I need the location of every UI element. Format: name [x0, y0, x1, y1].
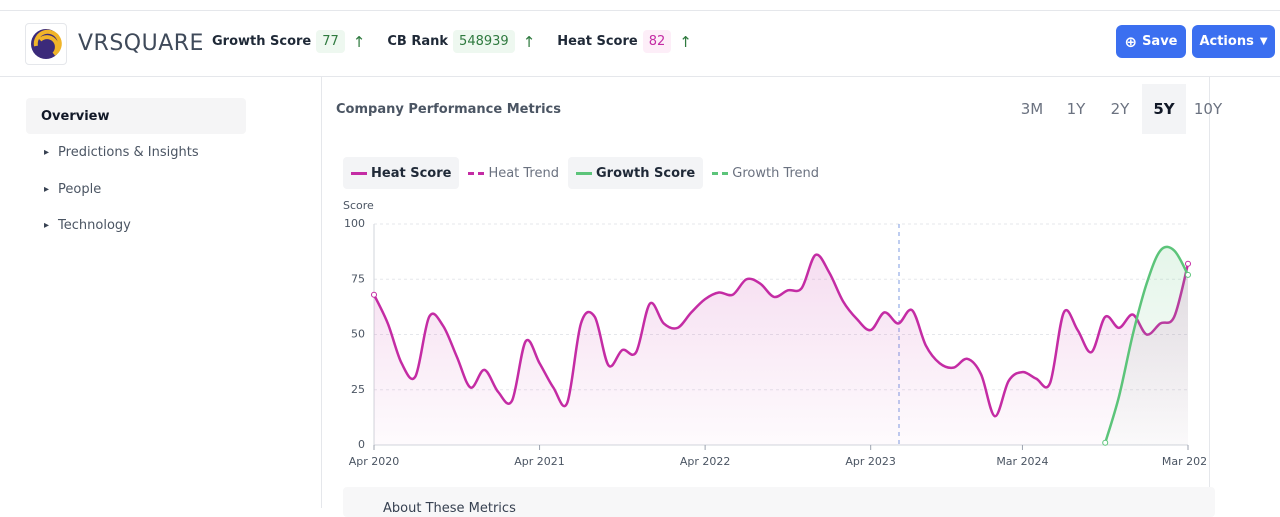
trend-arrow: ↑	[352, 32, 366, 51]
x-tick-label: Apr 2023	[845, 455, 896, 468]
metric-label: Heat Score	[557, 34, 638, 49]
nav-item[interactable]: ▸ Technology	[26, 208, 246, 244]
legend-swatch	[468, 171, 485, 175]
y-tick-label: 50	[351, 328, 365, 341]
legend-label: Heat Score	[371, 165, 452, 181]
line	[372, 253, 1190, 418]
metric-value: 77	[316, 30, 345, 53]
logo[interactable]	[25, 23, 67, 65]
range-tabs: 3M 1Y 2Y 5Y 10Y	[1010, 84, 1230, 134]
actions-label: Actions	[1199, 34, 1254, 49]
trend-arrow: ↑	[679, 32, 692, 51]
sidebar: Overview ▸ Predictions & Insights ▸ People ▸ T…	[0, 77, 322, 508]
save-button[interactable]: ⊕ Save	[1116, 25, 1186, 58]
metric-value: 548939	[453, 30, 515, 53]
range-tab[interactable]: 1Y	[1066, 100, 1086, 118]
range-tab[interactable]: 10Y	[1193, 100, 1223, 118]
metric: CB Rank 548939 ↑	[387, 30, 535, 53]
metric-value: 82	[642, 30, 672, 53]
metric: Heat Score 82 ↑	[557, 30, 692, 53]
nav-label: People	[58, 181, 102, 197]
caret: ▸	[44, 220, 50, 231]
metric-label: Growth Score	[212, 34, 312, 49]
chart: Score 0 25 50 75 100 Apr 2020 Apr 2021 Apr 2022 A…	[343, 199, 1208, 468]
brand: VRSQUARE	[78, 31, 204, 56]
caret: ▸	[44, 183, 50, 195]
x-tick-label: Apr 2021	[514, 455, 565, 468]
metric: Growth Score 77 ↑	[212, 30, 365, 53]
point	[1185, 260, 1191, 267]
legend-swatch	[351, 171, 367, 175]
footer-label: About These Metrics	[383, 501, 516, 516]
chevron: ▼	[1259, 36, 1268, 47]
y-tick-label: 0	[358, 438, 365, 451]
legend-swatch	[712, 171, 729, 175]
nav-item[interactable]: ▸ People	[26, 171, 246, 207]
range-tab[interactable]: 2Y	[1110, 100, 1130, 118]
range-tab[interactable]: 3M	[1020, 100, 1044, 118]
point	[371, 291, 377, 298]
divider	[1209, 77, 1210, 508]
legend-label: Growth Score	[596, 165, 696, 181]
save-label: Save	[1142, 34, 1178, 49]
plus-icon: ⊕	[1124, 32, 1138, 51]
x-tick-label: Apr 2022	[680, 455, 731, 468]
nav-label: Technology	[58, 218, 131, 233]
y-tick-label: 100	[344, 217, 365, 230]
y-axis-title: Score	[343, 199, 374, 212]
header: VRSQUARE Growth Score 77 ↑ CB Rank 548939 ↑ He…	[0, 11, 1280, 77]
metric-label: CB Rank	[387, 34, 449, 49]
legend-item[interactable]: Heat Score	[343, 157, 460, 189]
point	[1102, 439, 1109, 446]
x-tick-label: Mar 2024	[996, 455, 1048, 468]
y-tick-label: 75	[351, 272, 365, 285]
metrics: Growth Score 77 ↑ CB Rank 548939 ↑ Heat Score 8…	[212, 30, 714, 53]
nav-item[interactable]: ▸ Predictions & Insights	[26, 135, 246, 171]
x-tick-label: Apr 2020	[349, 455, 400, 468]
legend-label: Growth Trend	[732, 165, 820, 181]
legend-swatch	[576, 171, 592, 175]
area	[1105, 246, 1188, 445]
panel-title: Company Performance Metrics	[336, 102, 562, 117]
point	[1185, 271, 1191, 278]
line	[1104, 245, 1190, 444]
about-metrics[interactable]: About These Metrics	[343, 487, 1215, 517]
area	[374, 254, 1188, 445]
legend-item[interactable]: Growth Score	[568, 157, 704, 189]
x-tick-label: Mar 2025	[1162, 455, 1208, 468]
divider	[0, 10, 1280, 11]
nav-label: Overview	[41, 108, 110, 124]
nav-label: Predictions & Insights	[58, 145, 199, 160]
actions-button[interactable]: Actions ▼	[1192, 25, 1275, 58]
nav-item[interactable]: Overview	[26, 98, 246, 134]
range-tab[interactable]: 5Y	[1142, 84, 1186, 134]
legend: Heat Score Heat Trend Growth Score Growth T…	[343, 157, 828, 189]
logo-icon	[31, 29, 62, 59]
trend-arrow: ↑	[522, 32, 536, 51]
y-tick-label: 25	[351, 383, 365, 396]
legend-item[interactable]: Growth Trend	[704, 157, 827, 189]
legend-item[interactable]: Heat Trend	[460, 157, 567, 189]
caret: ▸	[44, 147, 50, 158]
legend-label: Heat Trend	[488, 165, 559, 181]
